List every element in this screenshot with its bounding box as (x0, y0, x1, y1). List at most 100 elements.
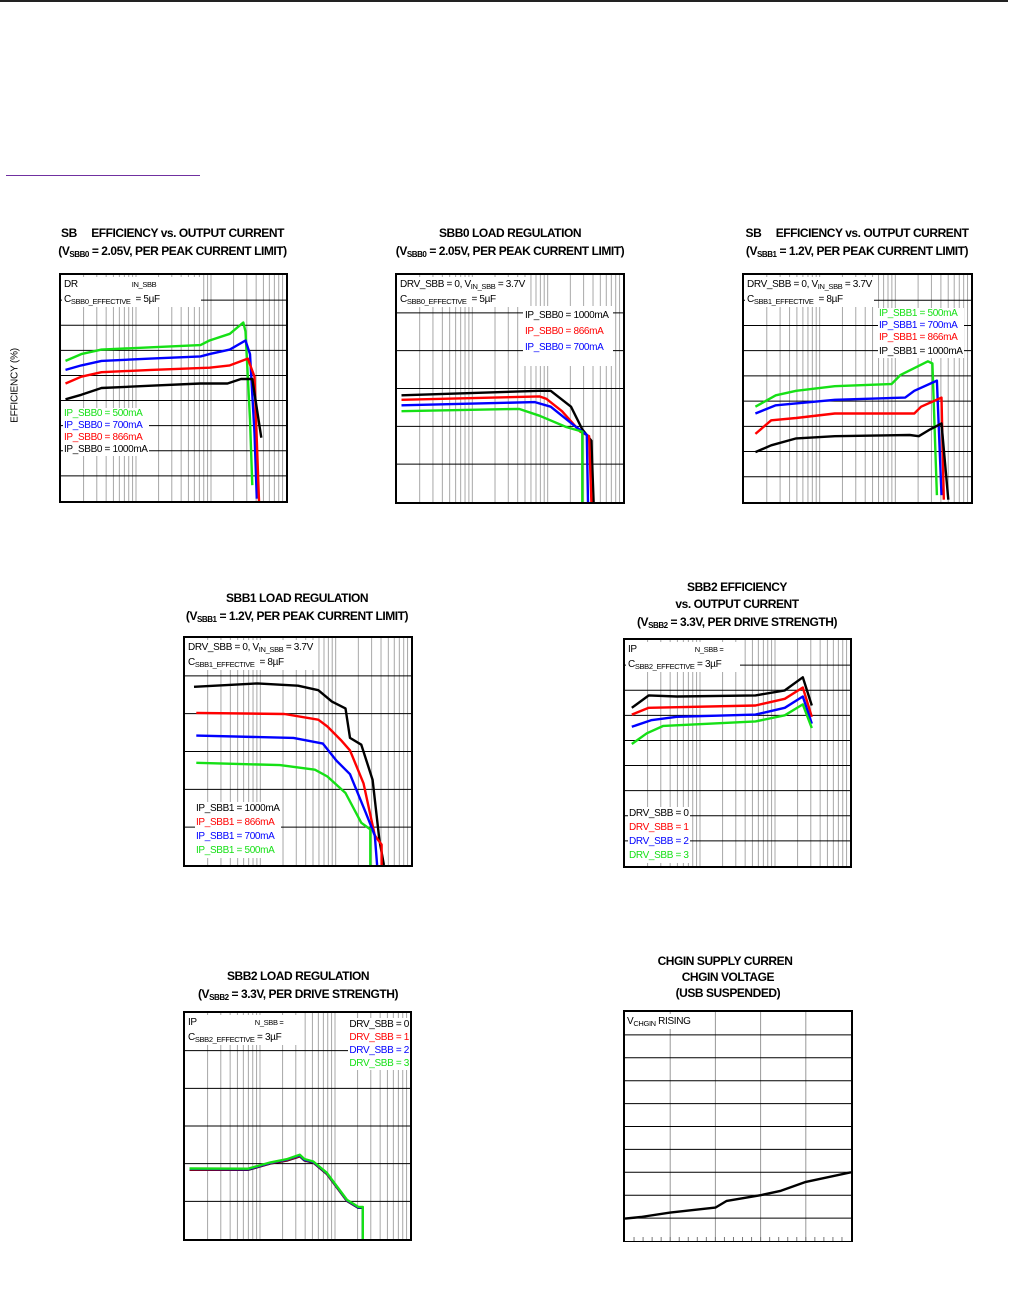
chart-sbb1-load-regulation: DRV_SBB = 0, VIN_SBB = 3.7V CSBB1_EFFECT… (183, 636, 413, 867)
title-line: SBB2 EFFICIENCY (687, 580, 787, 594)
series-line-2 (65, 357, 261, 501)
annotation-subscript: CHGIN (633, 1019, 656, 1028)
annotation-text: DRV_SBB = 0, V (188, 642, 259, 653)
legend-entry: IP_SBB0 = 1000mA (525, 310, 609, 321)
title-line: (VSBB2 = 3.3V, PER DRIVE STRENGTH) (167, 985, 429, 1003)
title-line: CHGIN SUPPLY CURREN (657, 954, 793, 968)
plot-area (625, 1012, 851, 1241)
legend-entry: DRV_SBB = 3 (629, 850, 689, 861)
legend-entry: DRV_SBB = 2 (629, 836, 689, 847)
annotation-line: DR IN_SBB (64, 277, 199, 292)
title-subscript: SBB2 (648, 621, 668, 630)
title-text: = 2.05V, PER PEAK CURRENT LIMIT) (426, 244, 625, 258)
title-line: SBB0 LOAD REGULATION (438, 226, 582, 240)
chart-sbb2-efficiency: IP N_SBB = CSBB2_EFFECTIVE = 3µF DRV_SBB … (623, 638, 852, 868)
legend-entry: IP_SBB0 = 866mA (64, 432, 143, 443)
legend-entry: IP_SBB1 = 500mA (879, 308, 958, 319)
legend: IP_SBB1 = 500mA IP_SBB1 = 700mA IP_SBB1 … (878, 308, 964, 358)
annotation-line: DRV_SBB = 0, VIN_SBB = 3.7V (188, 640, 313, 655)
legend-entry: IP_SBB0 = 500mA (64, 408, 143, 419)
title-text: (V (395, 244, 408, 258)
title-subscript: SBB2 (209, 993, 229, 1002)
annotation-subscript: N_SBB = (694, 645, 724, 654)
annotation-line: DRV_SBB = 0, VIN_SBB = 3.7V (747, 277, 872, 292)
annotation-text: = 3µF (254, 1032, 282, 1043)
title-line: (VSBB2 = 3.3V, PER DRIVE STRENGTH) (606, 614, 868, 631)
y-axis-label: EFFICIENCY (%) (9, 348, 21, 423)
annotation-subscript: IN_SBB (131, 280, 157, 289)
chart-title-sbb0-efficiency: SB EFFICIENCY vs. OUTPUT CURRENT (VSBB0 … (40, 224, 305, 260)
chart-annotation: IP N_SBB = CSBB2_EFFECTIVE = 3µF (186, 1015, 300, 1045)
annotation-text: C (628, 659, 635, 670)
chart-annotation: IP N_SBB = CSBB2_EFFECTIVE = 3µF (626, 642, 740, 672)
chart-sbb2-load-regulation: IP N_SBB = CSBB2_EFFECTIVE = 3µF DRV_SBB … (183, 1011, 412, 1241)
series-line-2 (631, 695, 813, 728)
series-line-0 (754, 360, 939, 496)
legend-entry: IP_SBB1 = 866mA (196, 817, 275, 828)
series-line-1 (631, 686, 813, 718)
title-line: (VSBB1 = 1.2V, PER PEAK CURRENT LIMIT) (726, 242, 988, 260)
annotation-line: CSBB0_EFFECTIVE = 5µF (400, 292, 525, 307)
annotation-text: IP (188, 1017, 197, 1028)
legend-entry: DRV_SBB = 3 (349, 1058, 409, 1069)
series-line-2 (401, 400, 590, 502)
annotation-text: C (747, 294, 754, 305)
title-text: = 1.2V, PER PEAK CURRENT LIMIT) (216, 609, 409, 623)
annotation-text: C (64, 294, 71, 305)
page-top-rule (0, 0, 1008, 2)
title-subscript: SBB0 (69, 250, 89, 259)
plot-area (185, 1013, 410, 1239)
title-text: = 3.3V, PER DRIVE STRENGTH) (228, 987, 399, 1001)
legend-entry: IP_SBB1 = 866mA (879, 332, 958, 343)
legend-entry: DRV_SBB = 1 (629, 822, 689, 833)
legend-entry: DRV_SBB = 0 (629, 808, 689, 819)
series-line-3 (401, 407, 584, 502)
title-line: (VSBB1 = 1.2V, PER PEAK CURRENT LIMIT) (166, 607, 428, 625)
series-line-0 (401, 389, 595, 502)
legend-entry: IP_SBB1 = 500mA (196, 845, 275, 856)
series-line-3 (189, 1153, 365, 1239)
title-line: CHGIN VOLTAGE (675, 970, 775, 984)
annotation-text: = 5µF (466, 294, 496, 305)
series-line-3 (196, 761, 372, 865)
title-text: = 1.2V, PER PEAK CURRENT LIMIT) (776, 244, 969, 258)
annotation-text: IP (628, 644, 637, 655)
title-line: SB EFFICIENCY vs. OUTPUT CURRENT (61, 226, 284, 240)
annotation-text: = 3µF (694, 659, 722, 670)
chart-title-sbb1-load-regulation: SBB1 LOAD REGULATION (VSBB1 = 1.2V, PER … (166, 589, 428, 625)
title-text: = 2.05V, PER PEAK CURRENT LIMIT) (88, 244, 287, 258)
chart-title-sbb1-efficiency: SB EFFICIENCY vs. OUTPUT CURRENT (VSBB1 … (726, 224, 988, 260)
legend-entry: IP_SBB1 = 700mA (879, 320, 958, 331)
annotation-subscript: SBB1_EFFECTIVE (753, 297, 814, 306)
chart-annotation: DRV_SBB = 0, VIN_SBB = 3.7V CSBB1_EFFECT… (186, 640, 315, 670)
legend: IP_SBB0 = 500mA IP_SBB0 = 700mA IP_SBB0 … (63, 408, 149, 456)
legend: IP_SBB1 = 1000mA IP_SBB1 = 866mA IP_SBB1… (195, 802, 281, 858)
annotation-line: VCHGIN RISING (627, 1014, 691, 1029)
hyperlink-underline[interactable] (6, 175, 200, 176)
series-line-2 (754, 396, 945, 500)
legend-entry: IP_SBB1 = 700mA (196, 831, 275, 842)
series-line-0 (193, 682, 386, 865)
chart-annotation: DRV_SBB = 0, VIN_SBB = 3.7V CSBB0_EFFECT… (398, 277, 527, 307)
plot-area (185, 638, 411, 865)
series-line-0 (625, 1171, 851, 1220)
title-text: (V (58, 244, 70, 258)
annotation-subscript: SBB2_EFFECTIVE (634, 662, 695, 671)
legend-entry: IP_SBB1 = 1000mA (879, 346, 963, 357)
annotation-text: DR (64, 279, 78, 290)
annotation-text: C (400, 294, 407, 305)
legend-entry: IP_SBB0 = 866mA (525, 326, 604, 337)
annotation-line: CSBB0_EFFECTIVE = 5µF (64, 292, 199, 307)
annotation-line: DRV_SBB = 0, VIN_SBB = 3.7V (400, 277, 525, 292)
annotation-line: IP N_SBB = (628, 642, 738, 657)
legend-entry: IP_SBB0 = 700mA (64, 420, 143, 431)
title-line: (VSBB0 = 2.05V, PER PEAK CURRENT LIMIT) (40, 242, 305, 260)
legend-entry: IP_SBB0 = 1000mA (64, 444, 148, 455)
series-line-0 (631, 676, 813, 709)
chart-sbb0-load-regulation: DRV_SBB = 0, VIN_SBB = 3.7V CSBB0_EFFECT… (395, 273, 625, 504)
chart-annotation: VCHGIN RISING (626, 1014, 692, 1029)
annotation-text: = 3.7V (495, 279, 525, 290)
chart-annotation: DRV_SBB = 0, VIN_SBB = 3.7V CSBB1_EFFECT… (745, 277, 874, 307)
plot-area (744, 275, 971, 502)
title-line: SBB1 LOAD REGULATION (225, 591, 369, 605)
